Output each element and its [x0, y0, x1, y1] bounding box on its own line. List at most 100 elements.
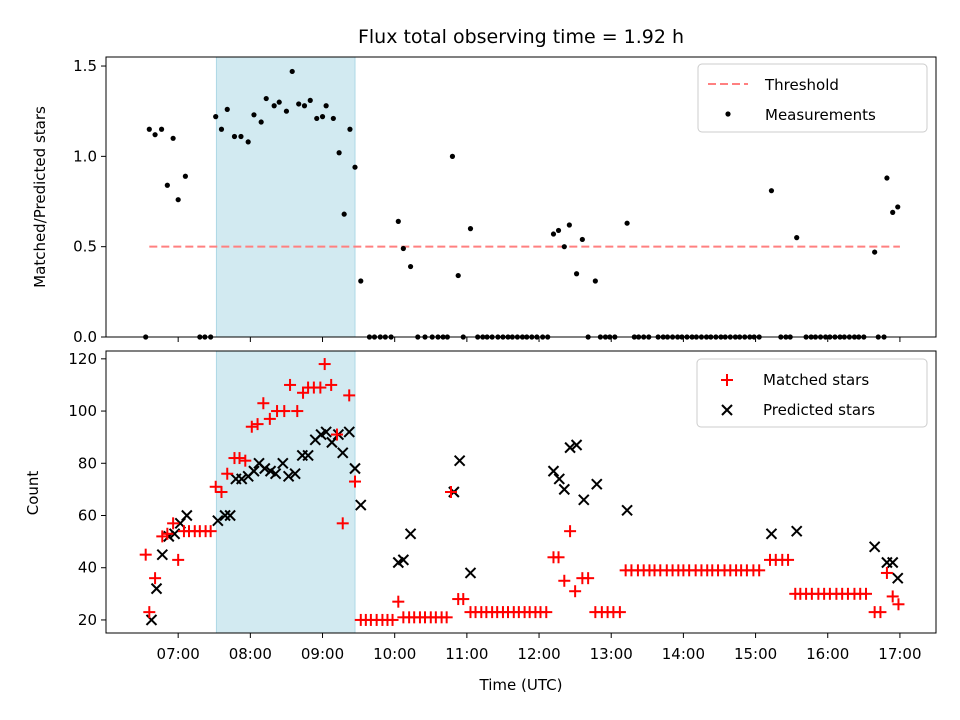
observing-span: [215, 56, 356, 338]
bottom-panel-legend: Matched stars Predicted stars: [696, 358, 928, 428]
matched-star-point: [558, 574, 571, 587]
measurement-point: [231, 133, 238, 140]
predicted-star-point: [404, 528, 417, 540]
bottom-panel-y-ticks: 20 40 60 80 100 120: [68, 350, 106, 629]
matched-star-point: [330, 428, 343, 441]
measurement-point: [258, 119, 264, 125]
measurement-point: [358, 278, 364, 284]
matched-star-point: [782, 553, 795, 566]
top-panel-y-axis-label: Matched/Predicted stars: [31, 106, 49, 288]
predicted-star-point: [868, 541, 881, 553]
measurement-point: [170, 135, 176, 141]
predicted-star-point: [621, 504, 633, 516]
y-tick-label: 20: [78, 611, 97, 629]
predicted-star-point: [269, 468, 282, 480]
top-panel-frame: [105, 56, 937, 338]
matched-star-point: [880, 566, 893, 579]
predicted-star-point: [248, 465, 260, 477]
measurement-point: [152, 132, 158, 138]
measurement-point: [573, 271, 580, 277]
measurement-point: [289, 68, 295, 75]
x-tick-label: 11:00: [445, 645, 488, 663]
matched-star-point: [874, 606, 887, 619]
predicted-star-point: [547, 465, 560, 477]
x-tick-label: 12:00: [517, 645, 560, 663]
measurement-point: [263, 95, 269, 102]
measurement-point: [352, 164, 358, 170]
matched-star-point: [209, 480, 222, 493]
predicted-star-point: [886, 556, 899, 569]
bottom-legend-predicted-label: Predicted stars: [763, 401, 875, 419]
top-legend-measurements-label: Measurements: [765, 106, 876, 124]
measurement-point: [213, 114, 219, 120]
bottom-panel-x-ticks: 07:00 08:00 09:00 10:00 11:00 12:00 13:00 14:00…: [157, 633, 922, 663]
matched-star-point: [613, 606, 626, 619]
x-tick-label: 15:00: [734, 645, 777, 663]
measurement-point: [164, 182, 170, 188]
measurement-point: [407, 263, 414, 270]
y-tick-label: 120: [68, 350, 97, 368]
measurement-point: [884, 175, 890, 181]
measurement-point: [238, 133, 244, 140]
measurement-point: [307, 97, 313, 103]
matched-star-point: [314, 381, 327, 394]
measurement-point: [276, 99, 282, 105]
measurement-point: [592, 278, 598, 284]
predicted-star-point: [558, 483, 571, 496]
matched-star-point: [297, 386, 310, 399]
matched-star-point: [245, 420, 258, 433]
predicted-star-point: [259, 462, 271, 475]
y-tick-label: 0.0: [73, 328, 97, 346]
measurement-point: [347, 126, 353, 132]
bottom-panel-frame: [105, 350, 937, 634]
measurement-point: [455, 272, 461, 279]
measurement-point: [158, 126, 165, 132]
predicted-star-point: [168, 528, 181, 540]
bottom-legend-box: [696, 358, 928, 428]
chart-title: Flux total observing time = 1.92 h: [358, 26, 684, 48]
measurement-point: [146, 126, 152, 132]
y-tick-label: 60: [78, 507, 97, 525]
matched-star-point: [325, 378, 338, 391]
predicted-star-point: [302, 449, 314, 462]
predicted-star-point: [156, 548, 169, 561]
bottom-panel-shaded-span: [215, 350, 356, 634]
bottom-legend-matched-label: Matched stars: [763, 371, 869, 389]
predicted-star-point: [453, 454, 466, 467]
matched-star-point: [343, 389, 356, 402]
measurement-point: [314, 115, 320, 122]
top-panel-y-ticks: 0.0 0.5 1.0 1.5: [73, 57, 106, 346]
measurement-point: [624, 220, 630, 226]
predicted-star-point: [337, 447, 349, 459]
matched-star-point: [167, 517, 180, 530]
predicted-star-point: [397, 554, 410, 566]
predicted-star-point: [320, 426, 332, 438]
predicted-star-point: [212, 515, 224, 527]
y-tick-label: 100: [68, 402, 97, 420]
matched-star-point: [336, 517, 349, 530]
matched-star-point: [161, 527, 174, 540]
measurement-point: [555, 227, 562, 234]
predicted-star-point: [224, 509, 236, 522]
matched-star-point: [386, 613, 399, 626]
matched-star-point: [284, 378, 297, 391]
measurement-point: [561, 244, 567, 250]
predicted-star-point: [277, 457, 289, 469]
measurement-point: [400, 245, 406, 252]
measurement-point: [319, 114, 326, 120]
matched-star-point: [172, 553, 185, 566]
bottom-legend-predicted-swatch: [721, 404, 733, 416]
predicted-star-point: [553, 473, 565, 485]
matched-star-point: [569, 585, 582, 598]
measurement-point: [449, 153, 456, 159]
matched-star-point: [221, 467, 234, 480]
y-tick-label: 1.0: [73, 147, 97, 165]
x-tick-label: 08:00: [229, 645, 272, 663]
predicted-star-point: [578, 494, 590, 506]
measurement-point: [550, 231, 557, 237]
measurement-point: [341, 211, 347, 217]
matched-star-point: [251, 418, 264, 431]
predicted-star-point: [564, 441, 576, 454]
matched-star-point: [440, 611, 453, 624]
